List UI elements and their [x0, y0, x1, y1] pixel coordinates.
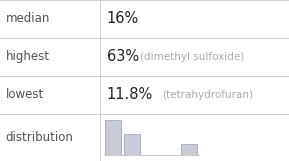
Text: 63%: 63% [107, 49, 139, 64]
Text: 11.8%: 11.8% [107, 87, 153, 102]
Text: (dimethyl sulfoxide): (dimethyl sulfoxide) [140, 52, 244, 62]
Bar [105, 120, 121, 155]
Text: distribution: distribution [6, 131, 74, 144]
Bar [124, 134, 140, 155]
Text: (tetrahydrofuran): (tetrahydrofuran) [162, 90, 253, 100]
Text: lowest: lowest [6, 88, 44, 101]
Text: highest: highest [6, 50, 50, 63]
Bar [181, 144, 197, 155]
Text: 16%: 16% [107, 11, 139, 26]
Text: median: median [6, 12, 50, 25]
